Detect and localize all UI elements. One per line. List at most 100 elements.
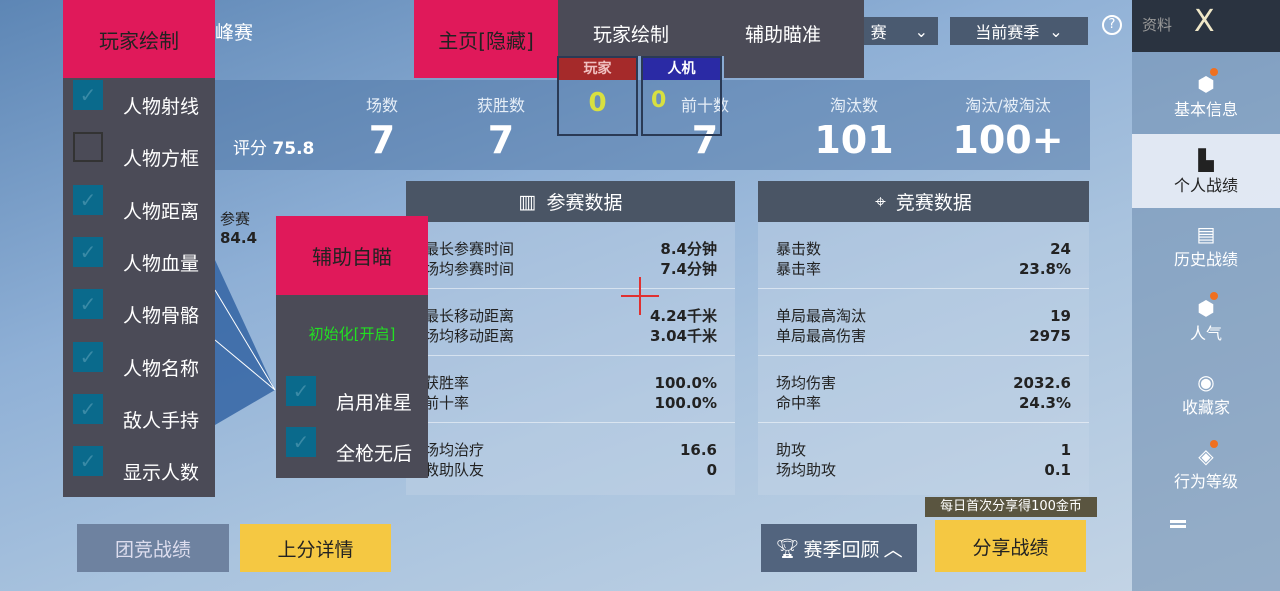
checkbox-no-recoil[interactable]: ✓ 全枪无后 [276,427,428,479]
checkbox-label: 显示人数 [123,462,200,485]
checkbox-item[interactable]: ✓ 显示人数 [63,446,215,498]
checkbox-label: 人物方框 [123,148,200,171]
tab-aim-assist[interactable]: 辅助瞄准 [745,24,822,46]
radar-value: 84.4 [220,229,258,247]
season-review-button[interactable]: 🏆︎ 赛季回顾 ︿ [761,524,917,572]
stat-value: 3.04千米 [649,327,717,345]
sidebar-item-collector[interactable]: ◉ 收藏家 [1132,370,1280,418]
tab-home-hidden[interactable]: 主页[隐藏] [414,0,558,78]
tab-player-draw[interactable]: 玩家绘制 [593,24,670,46]
sidebar-item-popularity[interactable]: ⬢ 人气 [1132,296,1280,344]
stat-kills: 淘汰数 101 [814,96,894,162]
checkbox-label: 人物距离 [123,200,200,223]
stats-band: 评分 75.8 场数 7 获胜数 7 前十数 7 淘汰数 101 淘汰/被淘汰 100+ [215,80,1090,170]
checkbox-item[interactable]: 人物方框 [63,132,215,184]
stat-group: 暴击数 24 暴击率 23.8% [758,222,1089,289]
aimbot-status: 初始化[开启] [308,325,396,343]
stat-label: 场均伤害 [776,374,837,392]
radar-chart [215,260,276,425]
stat-wins: 获胜数 7 [476,96,525,162]
stat-value: 2975 [1029,327,1071,345]
sidebar-item-label: 基本信息 [1173,100,1238,119]
checkbox-checked[interactable]: ✓ [73,289,103,320]
checkbox-crosshair[interactable]: ✓ 启用准星 [276,376,428,428]
stat-row: 单局最高淘汰 19 [758,306,1089,326]
stat-label: 暴击率 [776,260,822,278]
checkbox-unchecked[interactable] [73,132,103,163]
player-draw-panel: 玩家绘制 ✓ 人物射线 人物方框 ✓ 人物距离 ✓ 人物血量 ✓ 人物骨骼 ✓ 人物名称 ✓ 敌人手持 ✓… [63,0,215,497]
checkbox-checked[interactable]: ✓ [73,236,103,267]
stat-row: 获胜率 100.0% [406,373,735,393]
stat-label: 助攻 [776,441,807,459]
notification-dot [1210,68,1218,76]
stat-label: 最长移动距离 [424,307,515,325]
competition-card: ⌖ 竞赛数据 暴击数 24 暴击率 23.8% 单局最高淘汰 19 单局最高伤害 2975 场均伤… [758,181,1089,495]
stat-value: 0 [706,461,717,479]
question-circle-icon[interactable]: ? [1102,15,1122,35]
stat-value: 2032.6 [1013,374,1071,392]
stat-row: 助攻 1 [758,440,1089,460]
menu-icon[interactable] [1170,520,1186,528]
player-count: 0 [588,88,607,118]
checkbox-checked[interactable]: ✓ [286,376,316,406]
card-title: 参赛数据 [546,192,623,214]
sidebar-item-basic-info[interactable]: ⬢ 基本信息 [1132,72,1280,120]
sidebar-item-history[interactable]: ▤ 历史战绩 [1132,222,1280,270]
checkbox-label: 全枪无后 [336,443,413,465]
checkbox-label: 人物血量 [123,252,200,275]
stat-label: 救助队友 [424,461,485,479]
stat-value: 16.6 [679,441,717,459]
sidebar-item-personal-stats[interactable]: ▙ 个人战绩 [1132,148,1280,196]
checkbox-checked[interactable]: ✓ [73,184,103,215]
bot-count: 0 [651,88,667,113]
checkbox-item[interactable]: ✓ 人物射线 [63,80,215,132]
notification-dot [1210,440,1218,448]
doc-icon: ▤ [1196,222,1216,246]
stat-label: 最长参赛时间 [424,240,515,258]
stat-row: 场均助攻 0.1 [758,460,1089,480]
stat-label: 单局最高伤害 [776,327,867,345]
checkbox-label: 人物骨骼 [123,305,200,328]
checkbox-checked[interactable]: ✓ [73,393,103,424]
season-dropdown[interactable]: 当前赛季 ⌄ [950,17,1088,45]
close-button[interactable]: X [1194,4,1215,39]
stat-row: 暴击数 24 [758,239,1089,259]
stat-group: 场均治疗 16.6 救助队友 0 [406,423,735,490]
checkbox-checked[interactable]: ✓ [73,446,103,477]
stat-row: 命中率 24.3% [758,393,1089,413]
checkbox-item[interactable]: ✓ 人物血量 [63,236,215,289]
sidebar-title: 资料 [1142,16,1173,34]
notification-dot [1210,292,1218,300]
stat-value: 8.4分钟 [660,240,717,258]
sidebar-item-behavior[interactable]: ◈ 行为等级 [1132,444,1280,492]
stat-value: 7.4分钟 [660,260,717,278]
stat-row: 最长参赛时间 8.4分钟 [406,239,735,259]
chevron-up-icon: ︿ [883,538,903,561]
popularity-icon: ⬢ [1197,296,1215,320]
checkbox-item[interactable]: ✓ 人物距离 [63,184,215,237]
checkbox-label: 敌人手持 [123,409,200,432]
aimbot-title: 辅助自瞄 [276,216,428,295]
team-stats-button[interactable]: 团竞战绩 [77,524,229,572]
stat-value: 0.1 [1044,461,1071,479]
stat-row: 场均治疗 16.6 [406,440,735,460]
sidebar-item-label: 历史战绩 [1173,250,1238,269]
checkbox-checked[interactable]: ✓ [286,427,316,457]
stat-row: 场均参赛时间 7.4分钟 [406,259,735,279]
stat-value: 1 [1060,441,1071,459]
chevron-down-icon: ⌄ [914,21,928,41]
checkbox-item[interactable]: ✓ 敌人手持 [63,393,215,446]
checkbox-checked[interactable]: ✓ [73,341,103,372]
stat-group: 最长移动距离 4.24千米 场均移动距离 3.04千米 [406,289,735,356]
crosshair-icon: ⌖ [875,190,886,213]
checkbox-item[interactable]: ✓ 人物骨骼 [63,289,215,341]
stat-label: 获胜率 [424,374,470,392]
checkbox-checked[interactable]: ✓ [73,80,103,110]
checkbox-item[interactable]: ✓ 人物名称 [63,341,215,394]
stat-label: 前十率 [424,394,470,412]
share-stats-button[interactable]: 分享战绩 [935,520,1086,572]
rank-details-button[interactable]: 上分详情 [240,524,391,572]
trophy-icon: 🏆︎ [775,537,800,560]
checkbox-label: 人物射线 [123,96,200,118]
season-dropdown-label: 当前赛季 [975,23,1040,42]
